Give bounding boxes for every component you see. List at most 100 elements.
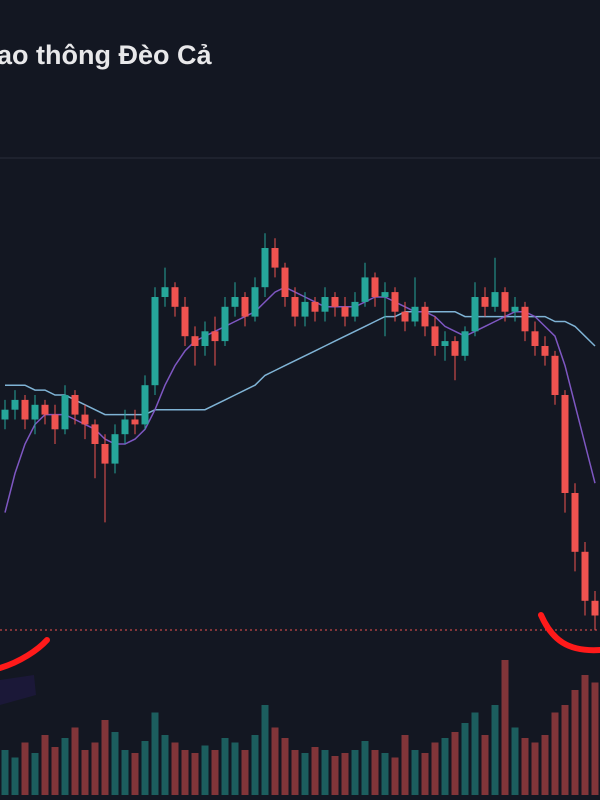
candle-body [511, 306, 519, 312]
candle-body [131, 419, 139, 425]
volume-bar [401, 735, 409, 795]
candle-body [121, 419, 129, 435]
candle-body [581, 551, 589, 601]
volume-bar [181, 750, 189, 795]
candle-body [101, 444, 109, 464]
volume-bar [581, 675, 589, 795]
candle-body [421, 306, 429, 327]
candle-body [501, 292, 509, 312]
volume-bar [121, 750, 129, 795]
volume-bar [471, 712, 479, 795]
volume-bar [381, 753, 389, 795]
volume-bar [101, 720, 109, 795]
candle-body [31, 404, 39, 420]
annotation-stroke [0, 637, 50, 671]
volume-bar [21, 742, 29, 795]
volume-bar [301, 753, 309, 795]
volume-bar [211, 750, 219, 795]
volume-bar [131, 753, 139, 795]
volume-bar [391, 757, 399, 795]
candle-body [161, 287, 169, 297]
candle-body [591, 600, 599, 616]
candle-body [151, 297, 159, 386]
candle-body [251, 287, 259, 317]
volume-bar [31, 753, 39, 795]
volume-bar [421, 753, 429, 795]
candle-body [531, 331, 539, 346]
candle-body [41, 404, 49, 415]
volume-bar [491, 705, 499, 795]
volume-bar [511, 727, 519, 795]
volume-bar [61, 738, 69, 795]
moving-average [4, 286, 596, 513]
candle-body [51, 414, 59, 430]
candle-body [331, 297, 339, 307]
candle-body [231, 297, 239, 307]
volume-bar [311, 747, 319, 795]
volume-bar [371, 750, 379, 795]
volume-bar [11, 757, 19, 795]
candle-body [391, 292, 399, 312]
volume-bar [271, 727, 279, 795]
volume-bar [351, 750, 359, 795]
volume-bar [201, 745, 209, 795]
annotation-stroke [538, 612, 600, 654]
candle-body [471, 297, 479, 332]
volume-bar [561, 705, 569, 795]
volume-bar [501, 660, 509, 795]
volume-bar [1, 750, 9, 795]
candle-body [91, 424, 99, 444]
candle-body [481, 297, 489, 307]
candle-body [571, 493, 579, 552]
volume-bar [341, 753, 349, 795]
volume-bar [151, 712, 159, 795]
candle-body [461, 331, 469, 356]
volume-bar [451, 732, 459, 795]
candle-body [71, 395, 79, 415]
candle-body [191, 336, 199, 346]
volume-bar [551, 712, 559, 795]
candle-body [401, 311, 409, 322]
volume-bar [461, 723, 469, 795]
volume-bar [591, 682, 599, 795]
volume-bar [411, 750, 419, 795]
volume-bar [241, 750, 249, 795]
volume-bar [431, 742, 439, 795]
volume-bar [331, 756, 339, 795]
candle-body [11, 399, 19, 410]
candle-body [541, 346, 549, 356]
candle-body [551, 355, 559, 395]
candle-body [301, 301, 309, 317]
volume-bar [171, 742, 179, 795]
candle-body [291, 297, 299, 317]
candle-body [281, 267, 289, 297]
volume-bar [541, 735, 549, 795]
volume-bar [111, 732, 119, 795]
candle-body [381, 292, 389, 297]
candle-body [181, 306, 189, 337]
volume-bar [281, 738, 289, 795]
volume-bar [91, 742, 99, 795]
volume-bar [441, 738, 449, 795]
chart-title: ao thông Đèo Cả [0, 40, 212, 70]
volume-bar [221, 738, 229, 795]
volume-bar [521, 738, 529, 795]
volume-bar [291, 750, 299, 795]
volume-bar [231, 742, 239, 795]
candle-body [21, 399, 29, 420]
volume-bar [571, 690, 579, 795]
candle-body [81, 414, 89, 425]
candle-body [431, 326, 439, 346]
candle-body [341, 306, 349, 317]
volume-bar [531, 742, 539, 795]
candle-body [561, 395, 569, 493]
candle-body [141, 385, 149, 425]
candle-body [61, 395, 69, 430]
volume-bar [261, 705, 269, 795]
candle-body [221, 306, 229, 342]
candle-body [171, 287, 179, 307]
candle-body [371, 277, 379, 297]
volume-bar [191, 753, 199, 795]
plot [1, 233, 599, 795]
